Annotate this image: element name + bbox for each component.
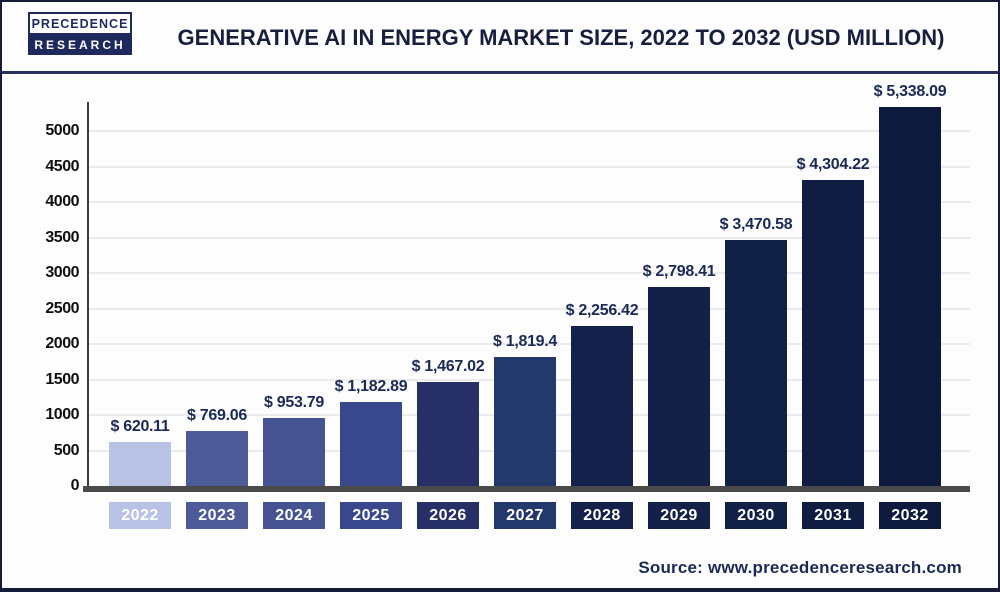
gridline-3000	[89, 272, 970, 274]
bar-value-2022: $ 620.11	[110, 418, 170, 435]
bar-value-2027: $ 1,819.4	[492, 333, 558, 350]
header: PRECEDENCE RESEARCH GENERATIVE AI IN ENE…	[2, 2, 998, 74]
bar-value-2024: $ 953.79	[264, 394, 324, 411]
x-label-2023: 2023	[186, 502, 248, 529]
y-tick-4500: 4500	[45, 157, 79, 175]
y-axis-line	[87, 102, 89, 488]
x-axis-line	[83, 486, 970, 492]
bar-value-2029: $ 2,798.41	[642, 263, 716, 280]
precedence-research-logo: PRECEDENCE RESEARCH	[28, 12, 132, 55]
bar-value-2025: $ 1,182.89	[334, 378, 408, 395]
bar-value-2023: $ 769.06	[187, 407, 247, 424]
x-label-2025: 2025	[340, 502, 402, 529]
gridline-3500	[89, 236, 970, 239]
gridline-4000	[89, 201, 970, 203]
bar-2023	[186, 431, 248, 486]
bar-2026	[417, 382, 479, 486]
x-label-2026: 2026	[417, 502, 479, 529]
gridline-2500	[89, 307, 970, 310]
bar-2027	[494, 357, 556, 486]
x-label-2032: 2032	[879, 502, 941, 529]
y-tick-1500: 1500	[45, 370, 79, 388]
x-label-2028: 2028	[571, 502, 633, 529]
logo-precedence-text: PRECEDENCE	[28, 12, 132, 35]
source-text: Source: www.precedenceresearch.com	[638, 558, 962, 577]
bar-value-2032: $ 5,338.09	[873, 83, 947, 100]
bar-2032	[879, 107, 941, 486]
x-label-2022: 2022	[109, 502, 171, 529]
y-tick-1000: 1000	[45, 406, 79, 423]
bar-2024	[263, 418, 325, 486]
bar-value-2026: $ 1,467.02	[411, 358, 485, 375]
bar-2028	[571, 326, 633, 486]
y-tick-3500: 3500	[45, 228, 79, 246]
y-tick-0: 0	[70, 477, 80, 494]
gridline-5000	[89, 130, 970, 132]
x-label-2031: 2031	[802, 502, 864, 529]
bar-chart: 0 500 1000 1500 2000 2500 3000 3500 4000 4500 5000…	[2, 74, 998, 588]
chart-title: GENERATIVE AI IN ENERGY MARKET SIZE, 202…	[177, 25, 945, 50]
y-tick-5000: 5000	[45, 122, 79, 139]
x-label-2029: 2029	[648, 502, 710, 529]
y-tick-2500: 2500	[45, 299, 79, 317]
bar-2029	[648, 287, 710, 486]
bar-value-2031: $ 4,304.22	[796, 156, 870, 173]
y-tick-3000: 3000	[45, 264, 79, 281]
bar-2031	[802, 180, 864, 486]
y-tick-2000: 2000	[45, 335, 79, 352]
y-tick-500: 500	[53, 441, 80, 459]
y-tick-4000: 4000	[45, 193, 79, 210]
bar-2022	[109, 442, 171, 486]
bar-2025	[340, 402, 402, 486]
bar-value-2028: $ 2,256.42	[565, 302, 639, 319]
gridline-2000	[89, 343, 970, 345]
x-label-2027: 2027	[494, 502, 556, 529]
x-label-2030: 2030	[725, 502, 787, 529]
bar-2030	[725, 240, 787, 486]
logo-research-text: RESEARCH	[28, 35, 132, 55]
x-label-2024: 2024	[263, 502, 325, 529]
bar-value-2030: $ 3,470.58	[719, 216, 793, 233]
gridline-4500	[89, 165, 970, 168]
